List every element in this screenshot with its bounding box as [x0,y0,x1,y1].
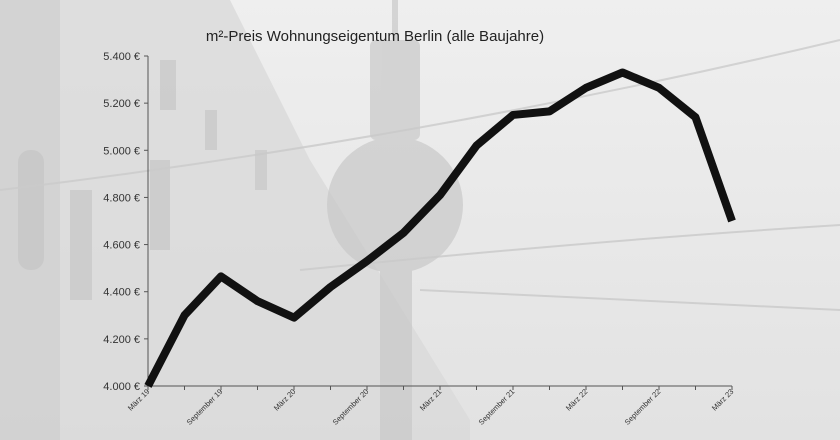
x-tick-label: März 20 [272,387,298,413]
x-tick-label: September 22 [623,387,663,427]
plot-area [144,68,736,388]
y-tick-label: 4.000 € [103,381,140,393]
y-axis: 4.000 € 4.200 € 4.400 € 4.600 € 4.800 € 5.000… [103,51,149,393]
x-tick-label: März 21 [418,387,444,413]
x-tick-label: September 20 [331,387,371,427]
chart-title: m²-Preis Wohnungseigentum Berlin (alle B… [205,28,545,45]
x-tick-label: März 22 [564,387,590,413]
x-tick-label: März 23 [710,387,736,413]
y-tick-label: 4.200 € [103,334,140,346]
y-tick-label: 5.200 € [103,98,140,110]
y-tick-label: 4.600 € [103,240,140,252]
x-tick-label: September 19 [185,387,225,427]
y-tick-label: 5.400 € [103,51,140,63]
y-tick-label: 4.800 € [103,192,140,204]
x-axis: März 19 September 19 März 20 September 20 Mä… [126,385,736,427]
x-tick-label: September 21 [477,387,517,427]
series-line [144,68,736,388]
y-tick-label: 5.000 € [103,145,140,157]
y-tick-label: 4.400 € [103,287,140,299]
